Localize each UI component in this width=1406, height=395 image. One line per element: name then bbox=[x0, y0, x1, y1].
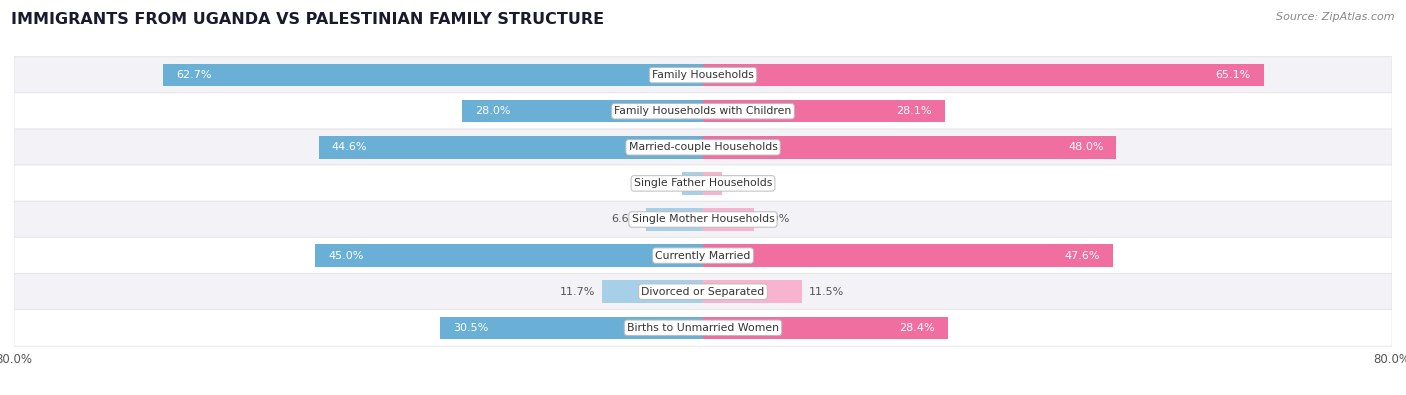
Text: 45.0%: 45.0% bbox=[329, 250, 364, 261]
Bar bbox=[319, 136, 703, 158]
Text: 28.4%: 28.4% bbox=[898, 323, 935, 333]
Bar bbox=[703, 245, 1114, 267]
Text: Family Households: Family Households bbox=[652, 70, 754, 80]
Bar bbox=[703, 136, 1116, 158]
Bar bbox=[163, 64, 703, 87]
Text: 2.4%: 2.4% bbox=[647, 179, 675, 188]
Bar bbox=[461, 100, 703, 122]
Bar bbox=[703, 172, 721, 195]
Text: Single Father Households: Single Father Households bbox=[634, 179, 772, 188]
Text: 47.6%: 47.6% bbox=[1064, 250, 1099, 261]
Text: 11.5%: 11.5% bbox=[808, 287, 844, 297]
Text: 48.0%: 48.0% bbox=[1069, 142, 1104, 152]
Text: 62.7%: 62.7% bbox=[176, 70, 211, 80]
Bar bbox=[682, 172, 703, 195]
Bar bbox=[703, 280, 801, 303]
FancyBboxPatch shape bbox=[14, 129, 1392, 166]
Text: 44.6%: 44.6% bbox=[332, 142, 367, 152]
Text: 5.9%: 5.9% bbox=[761, 214, 789, 224]
Bar bbox=[602, 280, 703, 303]
FancyBboxPatch shape bbox=[14, 93, 1392, 130]
Bar bbox=[440, 316, 703, 339]
Bar bbox=[703, 64, 1264, 87]
Text: IMMIGRANTS FROM UGANDA VS PALESTINIAN FAMILY STRUCTURE: IMMIGRANTS FROM UGANDA VS PALESTINIAN FA… bbox=[11, 12, 605, 27]
Text: 28.1%: 28.1% bbox=[897, 106, 932, 116]
Text: Family Households with Children: Family Households with Children bbox=[614, 106, 792, 116]
FancyBboxPatch shape bbox=[14, 201, 1392, 238]
Bar bbox=[703, 100, 945, 122]
Text: 6.6%: 6.6% bbox=[612, 214, 640, 224]
FancyBboxPatch shape bbox=[14, 57, 1392, 94]
Text: Currently Married: Currently Married bbox=[655, 250, 751, 261]
FancyBboxPatch shape bbox=[14, 237, 1392, 274]
Bar bbox=[703, 208, 754, 231]
Text: 28.0%: 28.0% bbox=[475, 106, 510, 116]
FancyBboxPatch shape bbox=[14, 165, 1392, 202]
Bar bbox=[647, 208, 703, 231]
Text: 30.5%: 30.5% bbox=[453, 323, 488, 333]
Text: Single Mother Households: Single Mother Households bbox=[631, 214, 775, 224]
Bar bbox=[703, 316, 948, 339]
Text: Source: ZipAtlas.com: Source: ZipAtlas.com bbox=[1277, 12, 1395, 22]
Text: Divorced or Separated: Divorced or Separated bbox=[641, 287, 765, 297]
Bar bbox=[315, 245, 703, 267]
Text: 2.2%: 2.2% bbox=[728, 179, 758, 188]
FancyBboxPatch shape bbox=[14, 309, 1392, 346]
Text: 65.1%: 65.1% bbox=[1215, 70, 1251, 80]
Text: Births to Unmarried Women: Births to Unmarried Women bbox=[627, 323, 779, 333]
Text: Married-couple Households: Married-couple Households bbox=[628, 142, 778, 152]
FancyBboxPatch shape bbox=[14, 273, 1392, 310]
Text: 11.7%: 11.7% bbox=[560, 287, 595, 297]
